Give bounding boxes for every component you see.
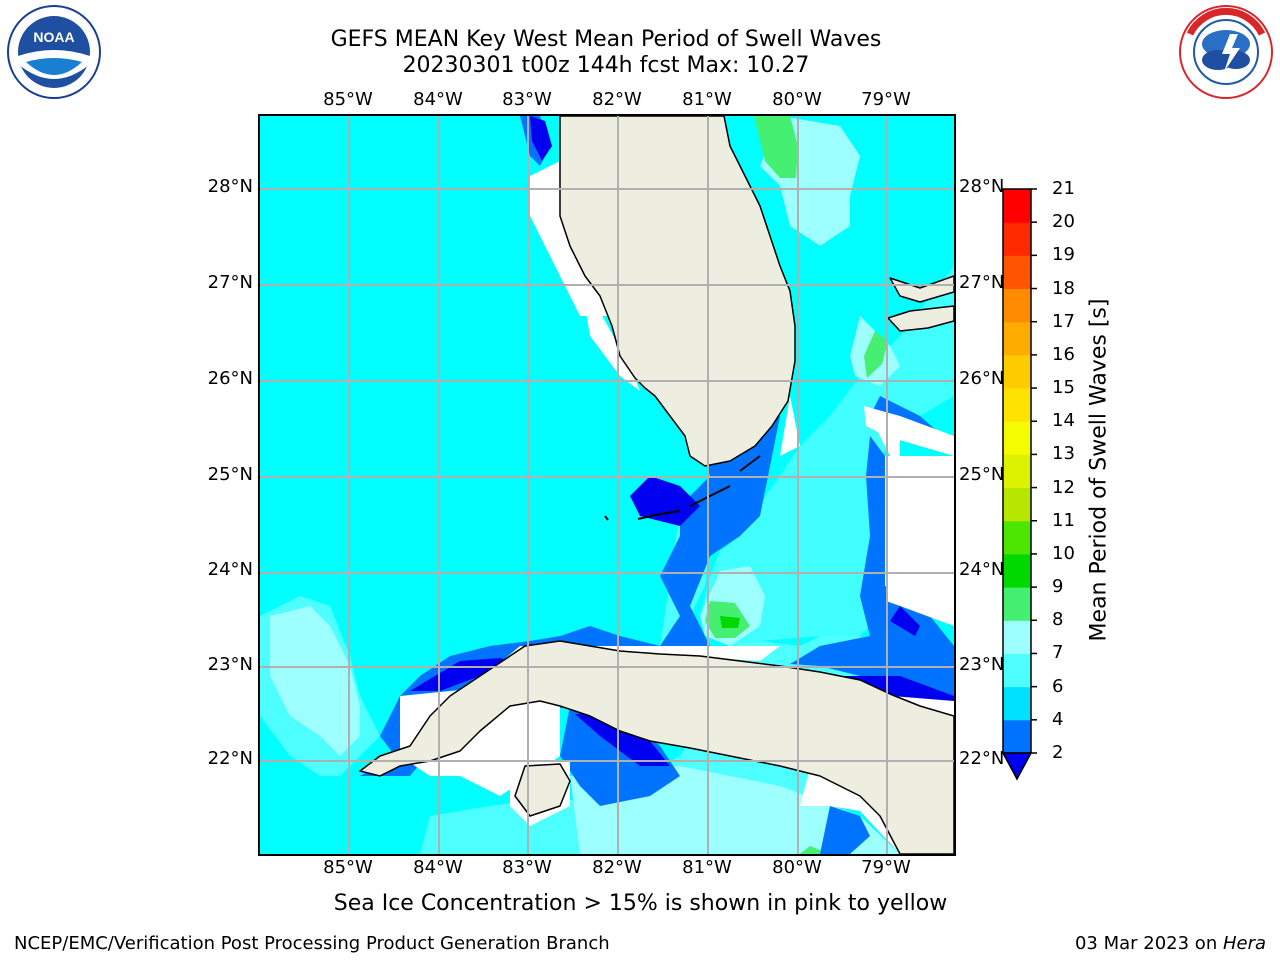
lon-label-top: 79°W	[861, 89, 911, 110]
lon-label-top: 82°W	[592, 89, 642, 110]
colorbar-tick-label: 4	[1052, 708, 1064, 730]
lat-label-right: 24°N	[959, 559, 1005, 580]
colorbar-tick-label: 12	[1052, 476, 1075, 498]
colorbar-swatch	[1003, 222, 1031, 256]
footer-date: 03 Mar 2023 on Hera	[1075, 933, 1266, 954]
lon-label-top: 80°W	[772, 89, 822, 110]
map-svg	[260, 116, 954, 854]
colorbar-swatch	[1003, 686, 1031, 721]
lat-label-left: 25°N	[207, 464, 253, 485]
lat-label-right: 22°N	[959, 748, 1005, 769]
lon-label-bottom: 85°W	[323, 857, 373, 878]
colorbar-swatch	[1003, 487, 1031, 522]
colorbar-tick-label: 13	[1052, 443, 1075, 465]
colorbar-tick-label: 10	[1052, 542, 1075, 564]
chart-title: GEFS MEAN Key West Mean Period of Swell …	[330, 27, 882, 52]
colorbar-under-arrow	[1001, 752, 1033, 781]
lat-label-left: 27°N	[207, 272, 253, 293]
lat-label-left: 26°N	[207, 368, 253, 389]
lat-label-left: 24°N	[207, 559, 253, 580]
colorbar-tick-label: 9	[1052, 576, 1064, 598]
colorbar-tick-label: 15	[1052, 377, 1075, 399]
colorbar-tick-label: 8	[1052, 609, 1064, 631]
sea-ice-note: Sea Ice Concentration > 15% is shown in …	[333, 891, 948, 916]
footer-machine: Hera	[1222, 933, 1266, 954]
lat-label-left: 22°N	[207, 748, 253, 769]
colorbar-frame	[1002, 188, 1032, 754]
swell-8-9-areas	[705, 116, 888, 854]
colorbar-swatch	[1003, 454, 1031, 489]
lon-label-top: 83°W	[502, 89, 552, 110]
cuba-land	[359, 640, 954, 854]
lat-label-right: 26°N	[959, 368, 1005, 389]
colorbar-tick-label: 2	[1052, 742, 1064, 763]
colorbar-swatch	[1003, 288, 1031, 323]
colorbar-tick-label: 19	[1052, 244, 1075, 266]
colorbar-swatch	[1003, 421, 1031, 455]
chart-subtitle: 20230301 t00z 144h fcst Max: 10.27	[402, 53, 810, 78]
lat-label-left: 23°N	[207, 654, 253, 675]
map-grid	[260, 116, 954, 854]
colorbar-tick-label: 7	[1052, 642, 1064, 664]
colorbar-swatch	[1003, 321, 1031, 356]
lon-label-bottom: 79°W	[861, 857, 911, 878]
colorbar-tick-label: 14	[1052, 410, 1075, 432]
lat-label-right: 27°N	[959, 272, 1005, 293]
colorbar-swatch	[1003, 189, 1031, 223]
lon-label-top: 84°W	[413, 89, 463, 110]
swell-9-10-areas	[720, 616, 740, 628]
lat-label-right: 25°N	[959, 464, 1005, 485]
colorbar-tick-label: 6	[1052, 675, 1064, 697]
colorbar-swatch	[1003, 719, 1031, 754]
colorbar	[1001, 188, 1037, 781]
bahamas-abaco	[889, 275, 954, 303]
lat-label-right: 23°N	[959, 654, 1005, 675]
colorbar-swatch	[1003, 553, 1031, 588]
lat-label-right: 28°N	[959, 176, 1005, 197]
footer-credit: NCEP/EMC/Verification Post Processing Pr…	[14, 933, 610, 954]
colorbar-tick-label: 18	[1052, 277, 1075, 299]
colorbar-title: Mean Period of Swell Waves [s]	[1086, 298, 1112, 642]
colorbar-swatch	[1003, 354, 1031, 389]
noaa-logo: NOAA	[7, 5, 101, 99]
bahamas-grand	[887, 305, 954, 332]
colorbar-tick-label: 20	[1052, 211, 1075, 233]
colorbar-swatch	[1003, 388, 1031, 422]
lon-label-top: 85°W	[323, 89, 373, 110]
colorbar-tick-label: 11	[1052, 509, 1075, 531]
colorbar-swatch	[1003, 520, 1031, 555]
noaa-logo-text: NOAA	[33, 29, 74, 45]
map-plot	[258, 114, 956, 856]
lon-label-bottom: 83°W	[502, 857, 552, 878]
colorbar-swatch	[1003, 620, 1031, 654]
footer-date-text: 03 Mar 2023 on	[1074, 933, 1223, 954]
lat-label-left: 28°N	[207, 176, 253, 197]
lon-label-top: 81°W	[682, 89, 732, 110]
colorbar-swatch	[1003, 653, 1031, 688]
colorbar-tick-label: 17	[1052, 310, 1075, 332]
lon-label-bottom: 84°W	[413, 857, 463, 878]
lon-label-bottom: 80°W	[772, 857, 822, 878]
nws-logo	[1179, 5, 1273, 99]
lon-label-bottom: 82°W	[592, 857, 642, 878]
colorbar-swatch	[1003, 587, 1031, 621]
colorbar-tick-label: 21	[1052, 178, 1075, 199]
colorbar-swatch	[1003, 255, 1031, 290]
florida-keys	[604, 455, 761, 521]
colorbar-tick-label: 16	[1052, 343, 1075, 365]
lon-label-bottom: 81°W	[682, 857, 732, 878]
